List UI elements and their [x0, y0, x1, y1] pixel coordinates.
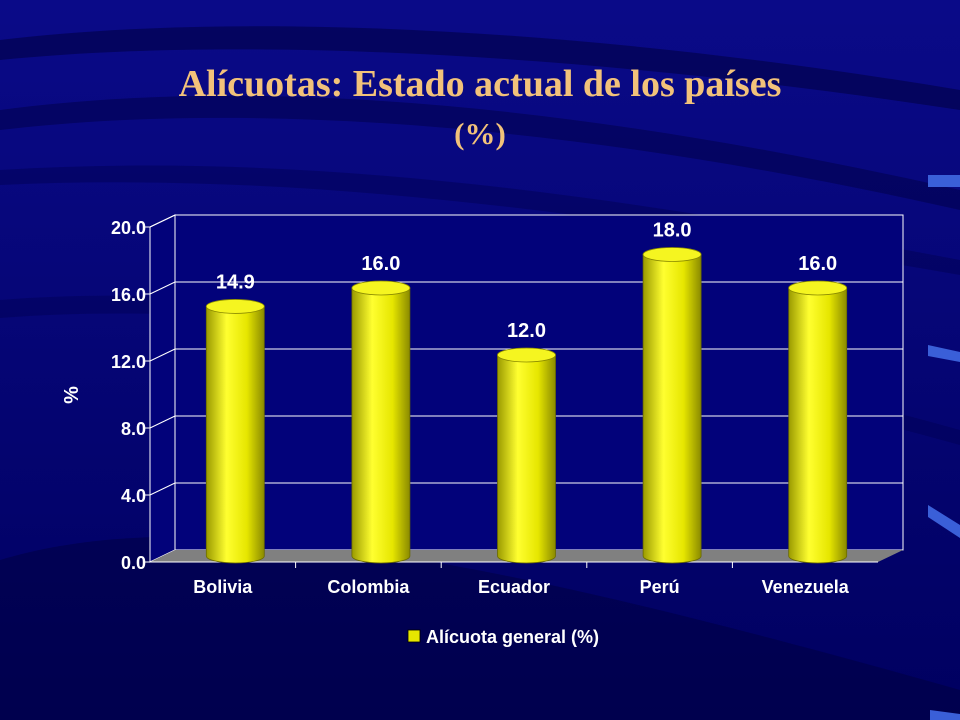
bar-top	[205, 299, 265, 314]
decorative-stripe-4	[930, 710, 960, 720]
data-label: 12.0	[507, 320, 546, 342]
y-tick-label: 12.0	[111, 352, 146, 372]
decorative-stripe-3	[928, 505, 960, 538]
bar	[497, 347, 556, 564]
gridline-side	[149, 214, 176, 228]
bar-top	[642, 247, 702, 262]
legend-swatch	[407, 629, 421, 643]
side-wall	[149, 214, 176, 563]
y-tick-label: 16.0	[111, 285, 146, 305]
decorative-stripe-1	[928, 175, 960, 187]
bar-top	[497, 347, 556, 363]
x-tick-label: Perú	[640, 577, 680, 597]
legend: Alícuota general (%)	[407, 627, 599, 647]
data-label: 18.0	[653, 220, 692, 242]
slide-title: Alícuotas: Estado actual de los países	[178, 63, 782, 105]
data-label: 16.0	[798, 253, 837, 275]
x-tick-label: Bolivia	[193, 577, 253, 597]
x-tick-label: Ecuador	[478, 577, 550, 597]
bar	[205, 299, 265, 564]
gridline-side	[149, 348, 176, 362]
gridline-side	[149, 482, 176, 496]
bar-body	[642, 254, 702, 564]
gridline-side	[149, 415, 176, 429]
data-label: 16.0	[361, 253, 400, 275]
bar-body	[351, 287, 411, 564]
legend-label: Alícuota general (%)	[426, 627, 599, 647]
y-tick-label: 8.0	[121, 419, 146, 439]
bar-body	[788, 287, 848, 564]
decorative-stripe-2	[928, 345, 960, 362]
slide-subtitle: (%)	[454, 116, 506, 151]
bar	[351, 280, 411, 564]
data-label: 14.9	[216, 271, 255, 293]
y-tick-label: 4.0	[121, 486, 146, 506]
x-tick-label: Colombia	[327, 577, 410, 597]
bar-top	[788, 280, 848, 296]
bar-body	[497, 354, 556, 564]
y-tick-label: 20.0	[111, 218, 146, 238]
bar-body	[205, 306, 265, 564]
bar	[788, 280, 848, 564]
y-tick-label: 0.0	[121, 553, 146, 573]
bar-top	[351, 280, 411, 296]
bar	[642, 247, 702, 564]
gridline-side	[149, 281, 176, 295]
x-tick-label: Venezuela	[762, 577, 850, 597]
y-axis-label: %	[61, 386, 83, 404]
